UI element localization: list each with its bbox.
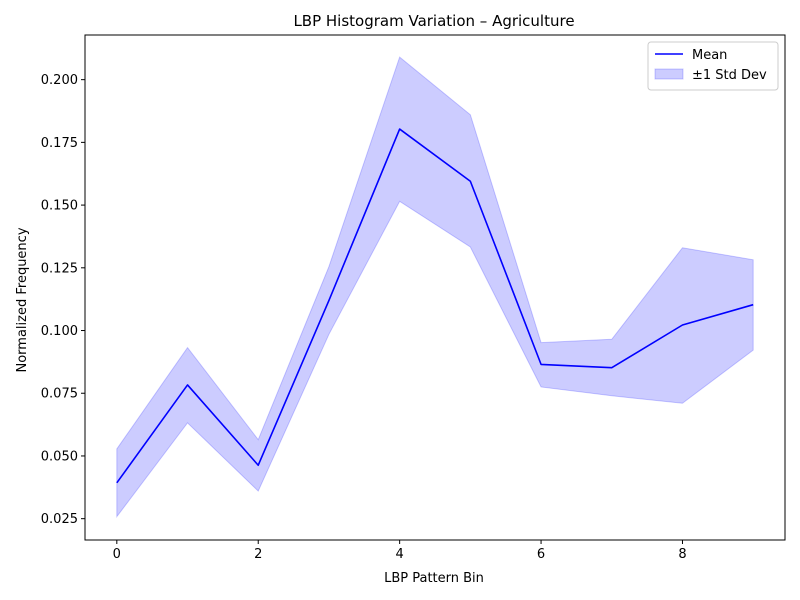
x-tick-label: 4: [396, 547, 404, 562]
mean-line: [116, 128, 754, 484]
std-band: [116, 56, 754, 519]
y-tick-label: 0.150: [41, 199, 78, 214]
y-tick-label: 0.125: [41, 261, 78, 276]
x-tick-label: 8: [678, 547, 686, 562]
legend-std-label: ±1 Std Dev: [692, 68, 767, 83]
plot-area: 0 2 4 6 8 0.025 0.050 0.075 0.100 0.125 0.150 0.175…: [41, 34, 786, 562]
y-tick-label: 0.075: [41, 387, 78, 402]
legend: Mean ±1 Std Dev: [647, 41, 779, 91]
x-axis-title: LBP Pattern Bin: [384, 571, 484, 586]
y-tick-label: 0.050: [41, 449, 78, 464]
y-axis-title: Normalized Frequency: [15, 227, 30, 372]
y-tick-label: 0.025: [41, 512, 78, 527]
x-tick-label: 0: [113, 547, 121, 562]
chart-title: LBP Histogram Variation – Agriculture: [293, 12, 574, 30]
x-tick-label: 6: [537, 547, 545, 562]
legend-std-swatch: [654, 68, 684, 80]
y-tick-label: 0.200: [41, 73, 78, 88]
legend-mean-label: Mean: [692, 48, 727, 63]
axes-frame: [84, 34, 786, 541]
y-tick-label: 0.175: [41, 136, 78, 151]
x-tick-label: 2: [254, 547, 262, 562]
y-tick-label: 0.100: [41, 324, 78, 339]
